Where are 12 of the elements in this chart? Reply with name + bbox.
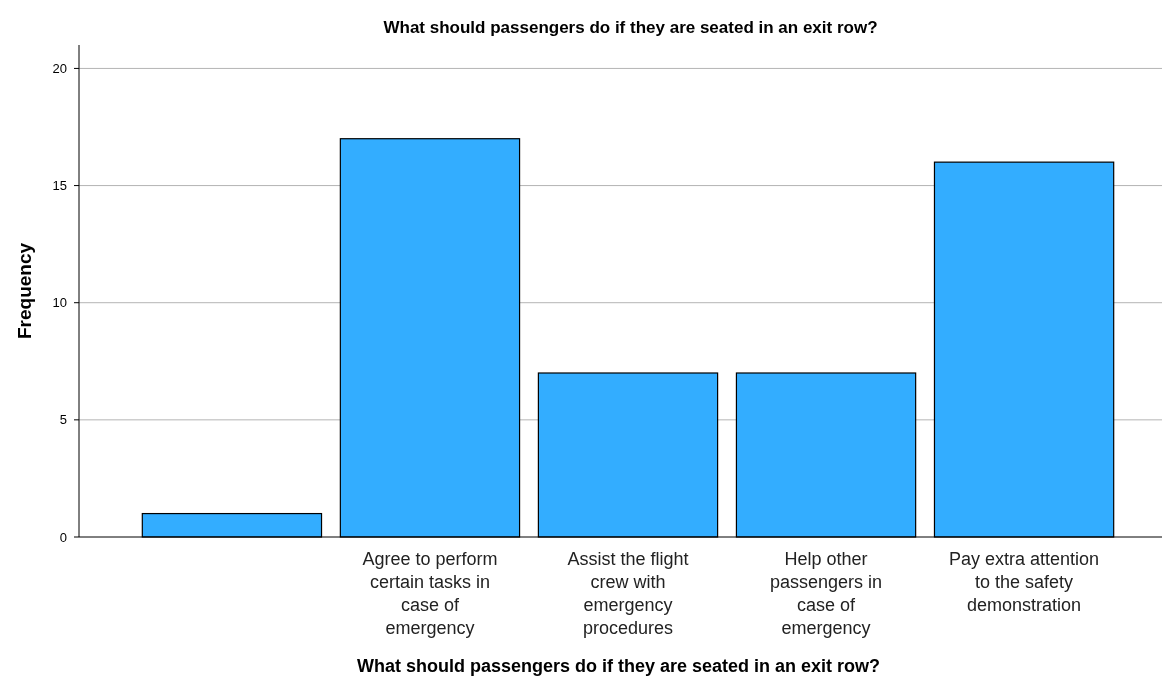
y-tick-label: 15 — [52, 178, 67, 194]
y-tick-label: 10 — [52, 295, 67, 311]
x-tick-label: Assist the flight crew with emergency procedures — [567, 549, 689, 638]
y-tick-label: 5 — [59, 412, 67, 428]
x-tick-label: Help other passengers in case of emergency — [770, 549, 883, 638]
y-tick-label: 0 — [59, 529, 67, 545]
x-tick-label: Pay extra attention to the safety demonstration — [949, 549, 1100, 615]
y-tick-label: 20 — [52, 60, 67, 76]
x-axis-title: What should passengers do if they are seated in an exit row? — [356, 656, 881, 676]
y-axis-title: Frequency — [14, 242, 35, 340]
chart-title: What should passengers do if they are seated in an exit row? — [383, 18, 878, 37]
x-tick-label: Agree to perform certain tasks in case of emergency — [362, 549, 498, 638]
